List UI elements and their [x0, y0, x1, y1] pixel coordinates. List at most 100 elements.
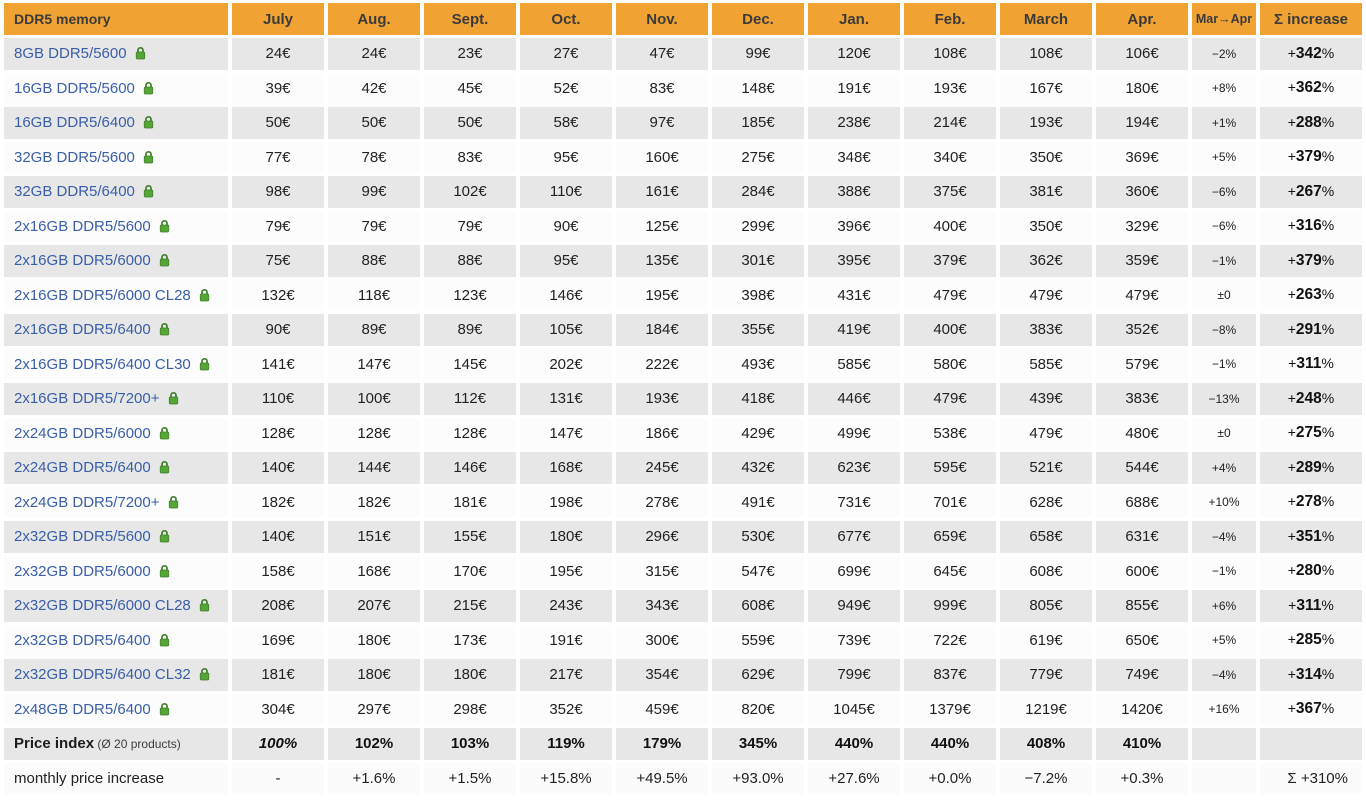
mar-apr-change-cell: −13%	[1192, 383, 1256, 415]
product-link[interactable]: 32GB DDR5/5600	[14, 148, 135, 166]
lock-icon	[159, 702, 169, 716]
price-cell: 400€	[904, 314, 996, 346]
monthly-increase-value: −7.2%	[1000, 762, 1092, 794]
monthly-increase-value: +15.8%	[520, 762, 612, 794]
increase-number: 342	[1295, 44, 1322, 62]
total-increase-cell: +367%	[1260, 693, 1362, 725]
total-increase-cell: +379%	[1260, 141, 1362, 173]
price-cell: 215€	[424, 590, 516, 622]
price-cell: 301€	[712, 245, 804, 277]
price-cell: 297€	[328, 693, 420, 725]
product-link[interactable]: 2x16GB DDR5/6400	[14, 321, 151, 339]
price-cell: 699€	[808, 555, 900, 587]
product-link[interactable]: 2x24GB DDR5/6400	[14, 459, 151, 477]
mar-apr-change-cell: −6%	[1192, 210, 1256, 242]
increase-number: 280	[1295, 562, 1322, 580]
lock-icon	[143, 185, 154, 198]
product-link[interactable]: 2x32GB DDR5/6400	[14, 631, 151, 649]
price-cell: 855€	[1096, 590, 1188, 622]
product-row: 8GB DDR5/5600 24€ 24€ 23€ 27€ 47€ 99€ 120€ 108€ 1…	[4, 38, 1362, 70]
price-cell: 650€	[1096, 624, 1188, 656]
product-row: 2x32GB DDR5/6000 CL28 208€ 207€ 215€ 243€ 343…	[4, 590, 1362, 622]
total-increase-cell: +342%	[1260, 38, 1362, 70]
product-row: 2x24GB DDR5/6000 128€ 128€ 128€ 147€ 186€ 429€…	[4, 417, 1362, 449]
product-link[interactable]: 2x16GB DDR5/6000	[14, 252, 151, 270]
empty-cell	[1192, 728, 1256, 760]
product-link[interactable]: 2x24GB DDR5/6000	[14, 424, 151, 442]
increase-percent: %	[1321, 113, 1335, 130]
product-row: 2x48GB DDR5/6400 304€ 297€ 298€ 352€ 459€ 820€…	[4, 693, 1362, 725]
price-cell: 47€	[616, 38, 708, 70]
price-cell: 191€	[808, 72, 900, 104]
header-row: DDR5 memory July Aug. Sept. Oct. Nov. Dec. Jan…	[4, 3, 1362, 35]
product-rows: 8GB DDR5/5600 24€ 24€ 23€ 27€ 47€ 99€ 120€ 108€ 1…	[4, 38, 1362, 725]
price-cell: 396€	[808, 210, 900, 242]
price-cell: 608€	[712, 590, 804, 622]
price-cell: 799€	[808, 659, 900, 691]
product-row: 2x32GB DDR5/6400 169€ 180€ 173€ 191€ 300€ 559€…	[4, 624, 1362, 656]
price-cell: 1379€	[904, 693, 996, 725]
column-header-sept: Sept.	[424, 3, 516, 35]
product-link[interactable]: 2x32GB DDR5/6000 CL28	[14, 597, 191, 615]
price-cell: 579€	[1096, 348, 1188, 380]
price-cell: 731€	[808, 486, 900, 518]
price-cell: 419€	[808, 314, 900, 346]
increase-sign: +	[1287, 148, 1296, 165]
product-link[interactable]: 2x16GB DDR5/7200+	[14, 390, 160, 408]
product-link[interactable]: 2x48GB DDR5/6400	[14, 700, 151, 718]
price-index-value: 440%	[904, 728, 996, 760]
price-cell: 243€	[520, 590, 612, 622]
monthly-increase-value: +0.0%	[904, 762, 996, 794]
product-link[interactable]: 16GB DDR5/5600	[14, 79, 135, 97]
price-cell: 585€	[1000, 348, 1092, 380]
product-name-cell: 2x16GB DDR5/7200+	[4, 383, 228, 415]
price-cell: 388€	[808, 176, 900, 208]
increase-number: 362	[1295, 79, 1322, 97]
price-cell: 168€	[328, 555, 420, 587]
product-link[interactable]: 2x16GB DDR5/6400 CL30	[14, 355, 191, 373]
price-cell: 181€	[424, 486, 516, 518]
price-cell: 355€	[712, 314, 804, 346]
product-link[interactable]: 2x32GB DDR5/6000	[14, 562, 151, 580]
lock-icon	[143, 81, 154, 95]
price-cell: 530€	[712, 521, 804, 553]
price-cell: 160€	[616, 141, 708, 173]
total-increase-cell: +289%	[1260, 452, 1362, 484]
increase-number: 278	[1295, 493, 1322, 511]
increase-sign: +	[1287, 562, 1296, 579]
increase-percent: %	[1321, 700, 1335, 717]
product-link[interactable]: 2x32GB DDR5/5600	[14, 528, 151, 546]
increase-percent: %	[1321, 665, 1335, 682]
price-cell: 50€	[424, 107, 516, 139]
table-header: DDR5 memory July Aug. Sept. Oct. Nov. Dec. Jan…	[4, 3, 1362, 35]
price-cell: 208€	[232, 590, 324, 622]
product-link[interactable]: 8GB DDR5/5600	[14, 45, 127, 63]
product-link[interactable]: 2x16GB DDR5/6000 CL28	[14, 286, 191, 304]
price-cell: 100€	[328, 383, 420, 415]
product-link[interactable]: 2x24GB DDR5/7200+	[14, 493, 160, 511]
product-link[interactable]: 2x32GB DDR5/6400 CL32	[14, 666, 191, 684]
price-cell: 75€	[232, 245, 324, 277]
price-cell: 538€	[904, 417, 996, 449]
increase-sign: +	[1288, 596, 1297, 613]
increase-percent: %	[1321, 320, 1335, 337]
column-header-feb: Feb.	[904, 3, 996, 35]
price-cell: 619€	[1000, 624, 1092, 656]
increase-number: 314	[1295, 665, 1322, 683]
price-index-value: 119%	[520, 728, 612, 760]
product-link[interactable]: 16GB DDR5/6400	[14, 114, 135, 132]
price-cell: 608€	[1000, 555, 1092, 587]
price-cell: 595€	[904, 452, 996, 484]
product-link[interactable]: 2x16GB DDR5/5600	[14, 217, 151, 235]
price-cell: 147€	[520, 417, 612, 449]
product-name-cell: 2x48GB DDR5/6400	[4, 693, 228, 725]
price-cell: 479€	[904, 383, 996, 415]
price-cell: 24€	[232, 38, 324, 70]
price-cell: 108€	[1000, 38, 1092, 70]
product-name-cell: 2x16GB DDR5/6000	[4, 245, 228, 277]
price-cell: 350€	[1000, 210, 1092, 242]
product-link[interactable]: 32GB DDR5/6400	[14, 183, 135, 201]
increase-number: 291	[1295, 320, 1322, 338]
mar-apr-change-cell: ±0	[1192, 279, 1256, 311]
column-header-dec: Dec.	[712, 3, 804, 35]
